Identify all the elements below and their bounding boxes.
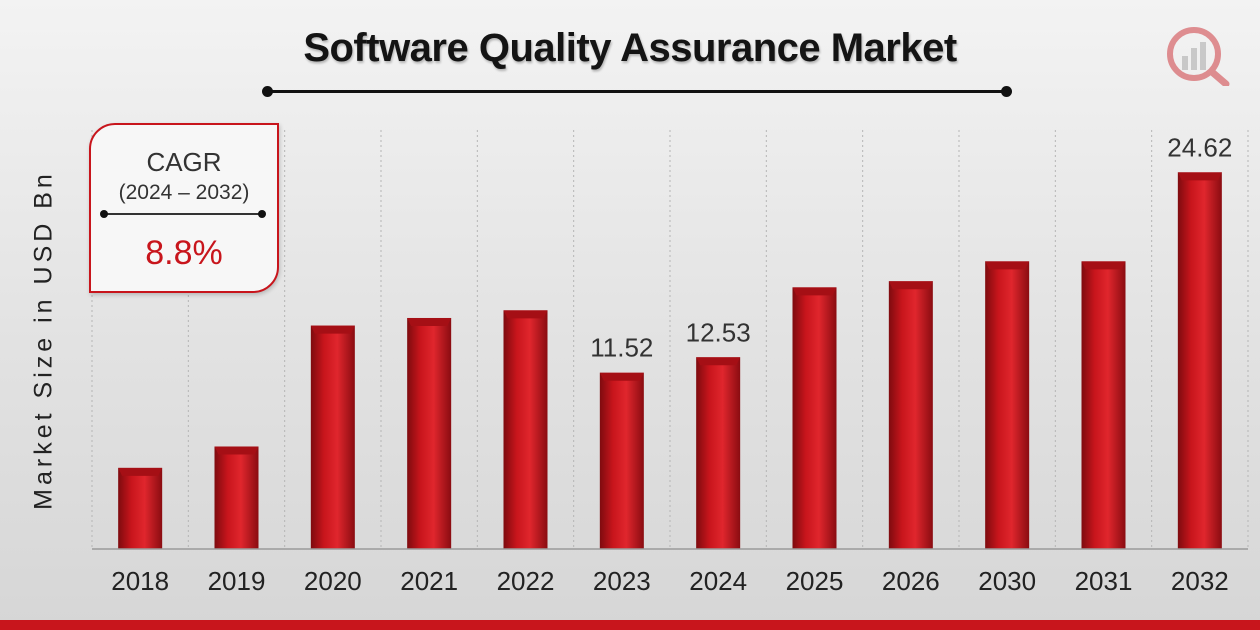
bar-body: [599, 372, 644, 549]
title-underline-dot-left: [262, 86, 273, 97]
x-tick-2032: 2032: [1171, 566, 1229, 596]
bar-cap: [503, 310, 548, 319]
bar-2024: [696, 357, 741, 549]
bar-cap: [407, 317, 452, 326]
cagr-divider: [103, 213, 263, 215]
x-tick-2026: 2026: [882, 566, 940, 596]
bar-2020: [310, 325, 355, 549]
bar-cap: [696, 357, 741, 366]
cagr-divider-dot-right: [258, 210, 266, 218]
bar-body: [985, 261, 1030, 549]
x-tick-2021: 2021: [400, 566, 458, 596]
data-label-2023: 11.52: [590, 333, 653, 363]
bar-body: [118, 467, 163, 549]
bar-2032: [1177, 172, 1222, 549]
title-underline-dot-right: [1001, 86, 1012, 97]
bar-2031: [1081, 261, 1126, 549]
x-tick-2020: 2020: [304, 566, 362, 596]
bar-cap: [1177, 172, 1222, 181]
data-label-2032: 24.62: [1167, 132, 1232, 162]
bar-cap: [792, 287, 837, 296]
data-labels: 11.52 12.53 24.62: [590, 132, 1232, 362]
x-axis-ticks: 2018 2019 2020 2021 2022 2023 2024 2025 2026 2030…: [111, 566, 1229, 596]
bar-chart-magnifier-logo-icon: [1167, 27, 1230, 86]
bar-cap: [118, 467, 163, 476]
data-label-2024: 12.53: [686, 317, 751, 347]
bar-2030: [985, 261, 1030, 549]
x-tick-2019: 2019: [208, 566, 266, 596]
cagr-label: CAGR: [146, 147, 222, 177]
bottom-accent-bar: [0, 620, 1260, 630]
cagr-callout: CAGR (2024 – 2032) 8.8%: [89, 123, 279, 293]
bar-cap: [985, 261, 1030, 270]
bar-cap: [310, 325, 355, 334]
bar-body: [1081, 261, 1126, 549]
cagr-period: (2024 – 2032): [118, 181, 250, 204]
bar-body: [310, 325, 355, 549]
bar-cap: [214, 446, 259, 455]
x-tick-2023: 2023: [593, 566, 651, 596]
bar-2025: [792, 287, 837, 549]
bar-2023: [599, 372, 644, 549]
chart-title: Software Quality Assurance Market: [303, 26, 957, 70]
cagr-divider-dot-left: [100, 210, 108, 218]
bar-body: [888, 281, 933, 549]
bar-body: [503, 310, 548, 549]
x-tick-2022: 2022: [497, 566, 555, 596]
bar-body: [792, 287, 837, 549]
bar-cap: [888, 281, 933, 290]
bar-2026: [888, 281, 933, 549]
x-tick-2024: 2024: [689, 566, 747, 596]
bar-cap: [599, 372, 644, 381]
x-tick-2018: 2018: [111, 566, 169, 596]
bar-body: [407, 317, 452, 549]
bars: [118, 172, 1222, 549]
bar-body: [1177, 172, 1222, 549]
bar-2019: [214, 446, 259, 549]
bar-cap: [1081, 261, 1126, 270]
bar-body: [214, 446, 259, 549]
bar-2021: [407, 317, 452, 549]
bar-body: [696, 357, 741, 549]
x-tick-2025: 2025: [786, 566, 844, 596]
x-tick-2031: 2031: [1075, 566, 1133, 596]
x-tick-2030: 2030: [978, 566, 1036, 596]
cagr-value: 8.8%: [145, 234, 223, 272]
title-underline: [268, 90, 1006, 93]
bar-2018: [118, 467, 163, 549]
bar-2022: [503, 310, 548, 549]
